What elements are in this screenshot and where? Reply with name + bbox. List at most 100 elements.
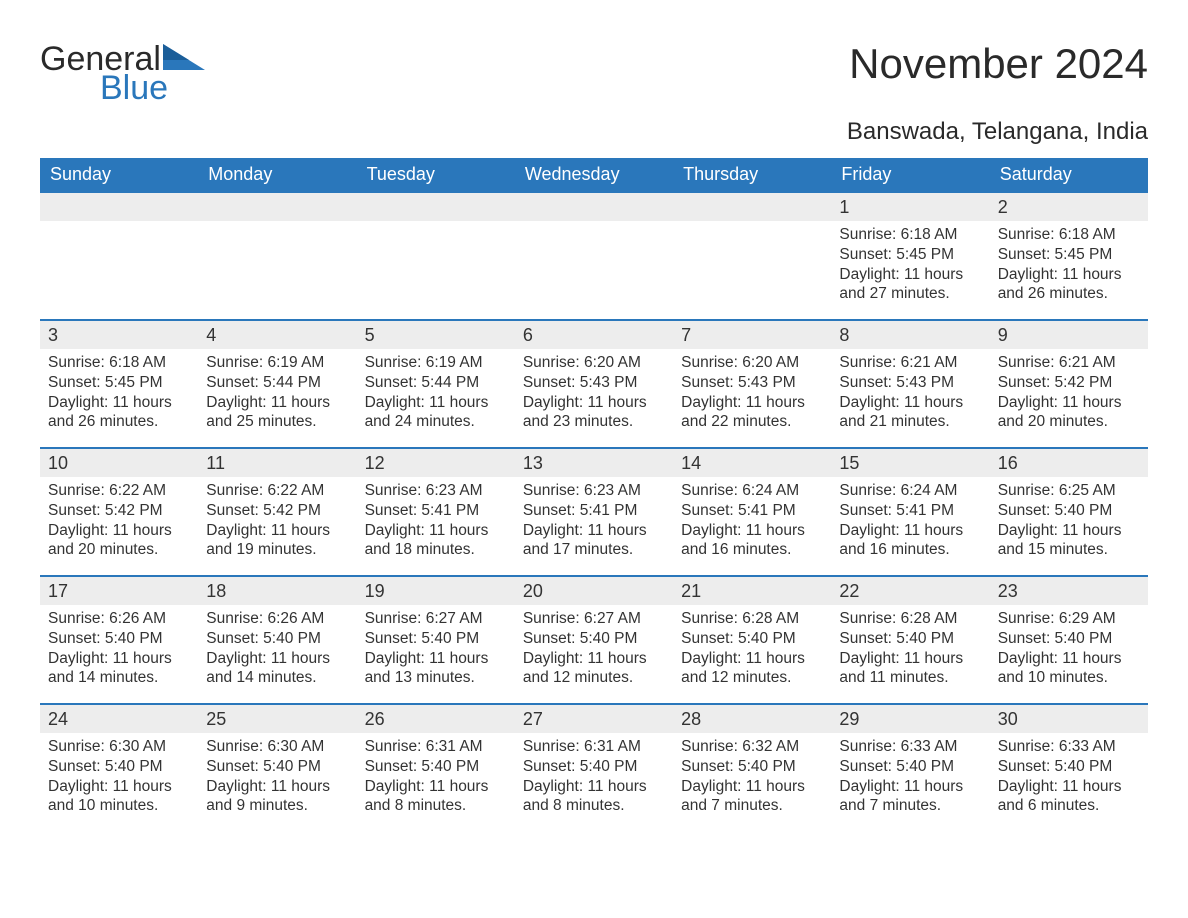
header: General Blue November 2024 <box>40 40 1148 108</box>
sunset-text: Sunset: 5:43 PM <box>681 373 823 393</box>
sunset-text: Sunset: 5:40 PM <box>998 501 1140 521</box>
daylight-text: Daylight: 11 hours and 20 minutes. <box>998 393 1140 433</box>
day-number: 28 <box>673 705 831 733</box>
day-number: 27 <box>515 705 673 733</box>
day-number: 2 <box>990 193 1148 221</box>
calendar-day-cell: 5Sunrise: 6:19 AMSunset: 5:44 PMDaylight… <box>357 320 515 448</box>
sunrise-text: Sunrise: 6:23 AM <box>365 481 507 501</box>
daylight-text: Daylight: 11 hours and 26 minutes. <box>998 265 1140 305</box>
sunset-text: Sunset: 5:45 PM <box>48 373 190 393</box>
calendar-day-cell: 16Sunrise: 6:25 AMSunset: 5:40 PMDayligh… <box>990 448 1148 576</box>
sunrise-text: Sunrise: 6:31 AM <box>365 737 507 757</box>
location: Banswada, Telangana, India <box>40 118 1148 146</box>
day-number: 30 <box>990 705 1148 733</box>
daylight-text: Daylight: 11 hours and 19 minutes. <box>206 521 348 561</box>
sunset-text: Sunset: 5:43 PM <box>839 373 981 393</box>
daylight-text: Daylight: 11 hours and 7 minutes. <box>681 777 823 817</box>
day-details: Sunrise: 6:26 AMSunset: 5:40 PMDaylight:… <box>198 605 356 694</box>
daylight-text: Daylight: 11 hours and 13 minutes. <box>365 649 507 689</box>
day-header: Saturday <box>990 158 1148 192</box>
day-number: 14 <box>673 449 831 477</box>
day-details: Sunrise: 6:33 AMSunset: 5:40 PMDaylight:… <box>990 733 1148 822</box>
sunset-text: Sunset: 5:40 PM <box>839 757 981 777</box>
daylight-text: Daylight: 11 hours and 23 minutes. <box>523 393 665 433</box>
sunset-text: Sunset: 5:41 PM <box>839 501 981 521</box>
sunrise-text: Sunrise: 6:28 AM <box>839 609 981 629</box>
sunrise-text: Sunrise: 6:22 AM <box>48 481 190 501</box>
day-details: Sunrise: 6:32 AMSunset: 5:40 PMDaylight:… <box>673 733 831 822</box>
daylight-text: Daylight: 11 hours and 27 minutes. <box>839 265 981 305</box>
day-header: Wednesday <box>515 158 673 192</box>
day-number <box>40 193 198 221</box>
calendar-day-cell: 13 Sunrise: 6:23 AMSunset: 5:41 PMDayligh… <box>515 448 673 576</box>
day-number <box>357 193 515 221</box>
day-details: Sunrise: 6:31 AMSunset: 5:40 PMDaylight:… <box>515 733 673 822</box>
sunrise-text: Sunrise: 6:27 AM <box>523 609 665 629</box>
daylight-text: Daylight: 11 hours and 17 minutes. <box>523 521 665 561</box>
day-number: 13 <box>515 449 673 477</box>
day-number: 16 <box>990 449 1148 477</box>
calendar-day-cell: 23Sunrise: 6:29 AMSunset: 5:40 PMDayligh… <box>990 576 1148 704</box>
day-number: 5 <box>357 321 515 349</box>
day-details: Sunrise: 6:20 AMSunset: 5:43 PMDaylight:… <box>515 349 673 438</box>
calendar-week-row: 1Sunrise: 6:18 AMSunset: 5:45 PMDaylight… <box>40 192 1148 320</box>
day-details: Sunrise: 6:33 AMSunset: 5:40 PMDaylight:… <box>831 733 989 822</box>
day-number: 11 <box>198 449 356 477</box>
calendar-day-cell: 17Sunrise: 6:26 AMSunset: 5:40 PMDayligh… <box>40 576 198 704</box>
day-details: Sunrise: 6:29 AMSunset: 5:40 PMDaylight:… <box>990 605 1148 694</box>
daylight-text: Daylight: 11 hours and 18 minutes. <box>365 521 507 561</box>
sunset-text: Sunset: 5:41 PM <box>523 501 665 521</box>
sunset-text: Sunset: 5:43 PM <box>523 373 665 393</box>
day-number: 15 <box>831 449 989 477</box>
sunset-text: Sunset: 5:44 PM <box>206 373 348 393</box>
sunrise-text: Sunrise: 6:30 AM <box>206 737 348 757</box>
sunrise-text: Sunrise: 6:21 AM <box>998 353 1140 373</box>
day-number: 24 <box>40 705 198 733</box>
day-number: 19 <box>357 577 515 605</box>
title-block: November 2024 <box>849 40 1148 88</box>
logo-text: General Blue <box>40 40 205 108</box>
day-number: 8 <box>831 321 989 349</box>
sunrise-text: Sunrise: 6:23 AM <box>523 481 665 501</box>
calendar-day-cell: 9Sunrise: 6:21 AMSunset: 5:42 PMDaylight… <box>990 320 1148 448</box>
day-details: Sunrise: 6:18 AMSunset: 5:45 PMDaylight:… <box>40 349 198 438</box>
day-header: Friday <box>831 158 989 192</box>
daylight-text: Daylight: 11 hours and 8 minutes. <box>523 777 665 817</box>
day-number: 29 <box>831 705 989 733</box>
calendar-day-cell: 8Sunrise: 6:21 AMSunset: 5:43 PMDaylight… <box>831 320 989 448</box>
sunrise-text: Sunrise: 6:24 AM <box>839 481 981 501</box>
sunrise-text: Sunrise: 6:31 AM <box>523 737 665 757</box>
calendar-week-row: 10Sunrise: 6:22 AMSunset: 5:42 PMDayligh… <box>40 448 1148 576</box>
calendar-day-cell: 18Sunrise: 6:26 AMSunset: 5:40 PMDayligh… <box>198 576 356 704</box>
sunset-text: Sunset: 5:40 PM <box>839 629 981 649</box>
calendar-day-cell: 10Sunrise: 6:22 AMSunset: 5:42 PMDayligh… <box>40 448 198 576</box>
day-number: 4 <box>198 321 356 349</box>
sunset-text: Sunset: 5:40 PM <box>681 629 823 649</box>
daylight-text: Daylight: 11 hours and 12 minutes. <box>681 649 823 689</box>
day-details: Sunrise: 6:23 AMSunset: 5:41 PMDaylight:… <box>357 477 515 566</box>
sunset-text: Sunset: 5:40 PM <box>523 629 665 649</box>
sunrise-text: Sunrise: 6:20 AM <box>681 353 823 373</box>
day-details: Sunrise: 6:18 AMSunset: 5:45 PMDaylight:… <box>990 221 1148 310</box>
calendar-day-cell <box>673 192 831 320</box>
calendar-table: SundayMondayTuesdayWednesdayThursdayFrid… <box>40 158 1148 832</box>
calendar-day-cell: 29Sunrise: 6:33 AMSunset: 5:40 PMDayligh… <box>831 704 989 832</box>
calendar-day-cell: 22Sunrise: 6:28 AMSunset: 5:40 PMDayligh… <box>831 576 989 704</box>
calendar-day-cell: 2Sunrise: 6:18 AMSunset: 5:45 PMDaylight… <box>990 192 1148 320</box>
day-details: Sunrise: 6:19 AMSunset: 5:44 PMDaylight:… <box>357 349 515 438</box>
sunset-text: Sunset: 5:45 PM <box>998 245 1140 265</box>
day-details: Sunrise: 6:18 AMSunset: 5:45 PMDaylight:… <box>831 221 989 310</box>
day-details: Sunrise: 6:20 AMSunset: 5:43 PMDaylight:… <box>673 349 831 438</box>
calendar-day-cell: 12Sunrise: 6:23 AMSunset: 5:41 PMDayligh… <box>357 448 515 576</box>
sunrise-text: Sunrise: 6:24 AM <box>681 481 823 501</box>
calendar-day-cell: 24Sunrise: 6:30 AMSunset: 5:40 PMDayligh… <box>40 704 198 832</box>
day-details: Sunrise: 6:22 AMSunset: 5:42 PMDaylight:… <box>40 477 198 566</box>
calendar-day-cell: 25Sunrise: 6:30 AMSunset: 5:40 PMDayligh… <box>198 704 356 832</box>
sunset-text: Sunset: 5:44 PM <box>365 373 507 393</box>
calendar-day-cell: 21Sunrise: 6:28 AMSunset: 5:40 PMDayligh… <box>673 576 831 704</box>
day-number <box>515 193 673 221</box>
sunrise-text: Sunrise: 6:18 AM <box>998 225 1140 245</box>
day-number: 9 <box>990 321 1148 349</box>
sunrise-text: Sunrise: 6:18 AM <box>839 225 981 245</box>
calendar-day-cell: 27Sunrise: 6:31 AMSunset: 5:40 PMDayligh… <box>515 704 673 832</box>
